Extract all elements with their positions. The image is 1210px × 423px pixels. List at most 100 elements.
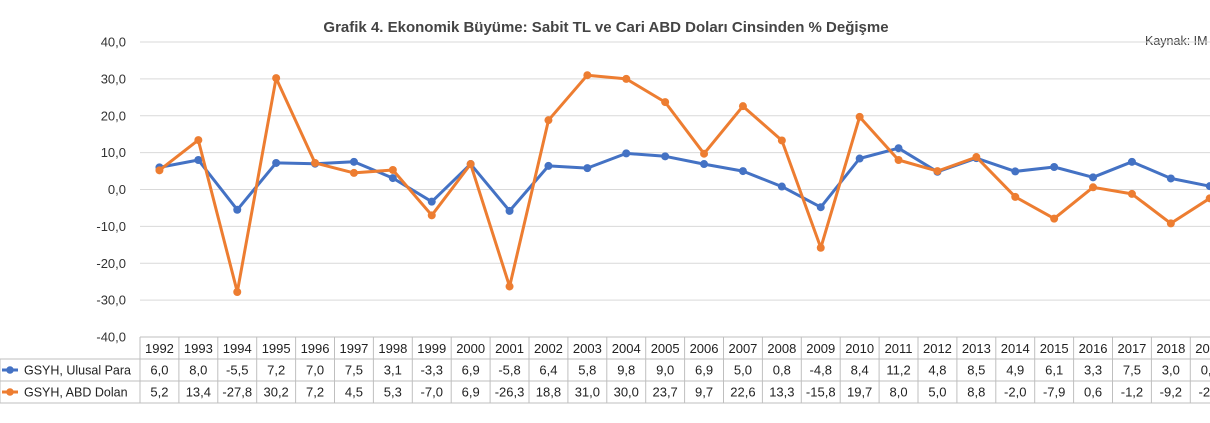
- data-label: 4,5: [345, 385, 363, 400]
- x-category-label: 2001: [495, 341, 524, 356]
- x-category-label: 2010: [845, 341, 874, 356]
- data-label: 5,8: [578, 363, 596, 378]
- data-label: 19,7: [847, 385, 872, 400]
- y-tick-label: 40,0: [101, 35, 126, 50]
- data-point: [1050, 214, 1059, 223]
- x-category-label: 2015: [1040, 341, 1069, 356]
- data-point: [738, 102, 747, 111]
- legend-marker: [6, 388, 14, 396]
- data-point: [622, 149, 631, 158]
- data-label: 6,9: [462, 385, 480, 400]
- x-category-label: 1992: [145, 341, 174, 356]
- data-point: [583, 71, 592, 80]
- data-label: 4,9: [1006, 363, 1024, 378]
- data-point: [700, 160, 709, 169]
- x-category-label: 1993: [184, 341, 213, 356]
- data-point: [700, 149, 709, 158]
- data-point: [1166, 219, 1175, 228]
- data-label: 6,9: [462, 363, 480, 378]
- data-point: [1089, 183, 1098, 192]
- data-point: [233, 205, 242, 214]
- data-label: -2,4: [1199, 385, 1210, 400]
- x-category-label: 1997: [339, 341, 368, 356]
- data-point: [1205, 194, 1210, 203]
- x-category-label: 1999: [417, 341, 446, 356]
- data-label: 8,5: [967, 363, 985, 378]
- data-point: [505, 282, 514, 291]
- legend-label: GSYH, ABD Dolan: [24, 386, 128, 400]
- x-category-label: 2017: [1117, 341, 1146, 356]
- x-category-label: 2000: [456, 341, 485, 356]
- data-point: [544, 161, 553, 170]
- data-label: 23,7: [652, 385, 677, 400]
- data-label: 8,8: [967, 385, 985, 400]
- x-category-label: 2006: [690, 341, 719, 356]
- data-label: 5,2: [150, 385, 168, 400]
- data-point: [505, 206, 514, 215]
- data-label: 8,0: [189, 363, 207, 378]
- series-line: [157, 73, 1210, 294]
- x-category-label: 2011: [885, 341, 913, 356]
- data-label: -7,0: [421, 385, 443, 400]
- data-label: 6,0: [150, 363, 168, 378]
- data-point: [777, 182, 786, 191]
- data-label: 5,3: [384, 385, 402, 400]
- data-label: -2,0: [1004, 385, 1026, 400]
- data-point: [311, 158, 320, 167]
- data-table: 1992 1993 1994 1995 1996 1997 1998 1999 2000 2001…: [0, 336, 1210, 404]
- data-label: 5,0: [928, 385, 946, 400]
- data-point: [894, 144, 903, 153]
- data-point: [349, 157, 358, 166]
- x-category-label: 2018: [1156, 341, 1185, 356]
- data-label: 13,4: [186, 385, 211, 400]
- data-label: -3,3: [421, 363, 443, 378]
- x-category-label: 2008: [767, 341, 796, 356]
- data-label: -27,8: [222, 385, 252, 400]
- series-line: [157, 146, 1210, 213]
- x-category-label: 2016: [1079, 341, 1108, 356]
- data-point: [233, 288, 242, 297]
- data-point: [1011, 192, 1020, 201]
- x-category-label: 1995: [262, 341, 291, 356]
- data-label: 6,9: [695, 363, 713, 378]
- data-point: [544, 116, 553, 125]
- data-label: 11,2: [886, 363, 910, 378]
- data-label: 9,7: [695, 385, 713, 400]
- series-lines: [155, 71, 1210, 297]
- y-tick-label: -30,0: [96, 293, 126, 308]
- data-label: -9,2: [1160, 385, 1182, 400]
- data-point: [427, 211, 436, 220]
- data-label: 5,0: [734, 363, 752, 378]
- data-label: 3,0: [1162, 363, 1180, 378]
- data-point: [661, 152, 670, 161]
- x-category-label: 2009: [806, 341, 835, 356]
- x-category-label: 1998: [378, 341, 407, 356]
- y-tick-label: -10,0: [96, 219, 126, 234]
- data-label: 0,9: [1201, 363, 1210, 378]
- data-point: [855, 154, 864, 163]
- data-label: 9,8: [617, 363, 635, 378]
- chart-title: Grafik 4. Ekonomik Büyüme: Sabit TL ve C…: [323, 19, 888, 36]
- data-point: [1127, 157, 1136, 166]
- data-label: 22,6: [730, 385, 755, 400]
- data-point: [466, 160, 475, 169]
- data-label: 9,0: [656, 363, 674, 378]
- data-point: [972, 153, 981, 162]
- data-label: 13,3: [769, 385, 794, 400]
- x-category-label: 2005: [651, 341, 680, 356]
- data-label: 0,6: [1084, 385, 1102, 400]
- data-point: [894, 156, 903, 164]
- data-point: [388, 165, 397, 174]
- gridlines: [140, 41, 1210, 338]
- data-point: [661, 98, 670, 107]
- y-tick-label: 20,0: [101, 108, 126, 123]
- data-point: [1205, 182, 1210, 191]
- data-label: 6,1: [1045, 363, 1063, 378]
- data-label: -5,5: [226, 363, 248, 378]
- data-point: [1166, 174, 1175, 183]
- data-point: [272, 158, 281, 167]
- data-point: [855, 112, 864, 121]
- x-category-label: 2004: [612, 341, 641, 356]
- data-point: [583, 164, 592, 173]
